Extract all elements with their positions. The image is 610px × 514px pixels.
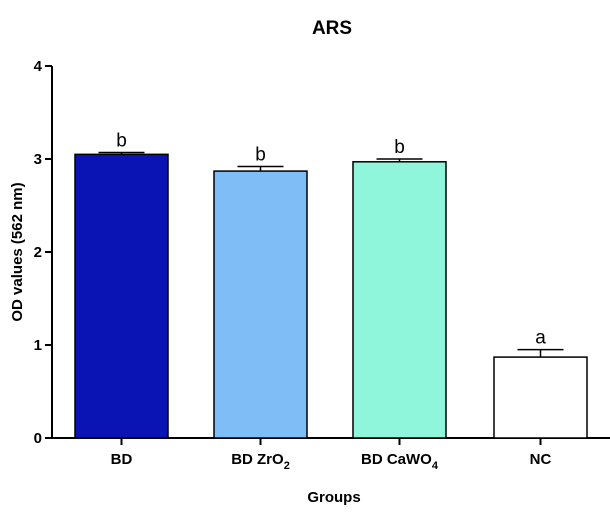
chart-title: ARS [312,18,352,39]
x-tick-label-main: NC [530,451,552,468]
y-tick-label: 0 [34,430,42,447]
x-tick-label-main: BD CaWO [361,451,432,468]
bar [74,153,169,439]
x-tick-label: BD [111,451,133,468]
x-tick-label: BD CaWO4 [361,451,439,472]
x-tick-label: BD ZrO2 [231,451,290,472]
bar [493,356,588,439]
significance-label: b [116,130,127,151]
x-axis-label: Groups [307,489,360,506]
bar [213,170,308,439]
significance-label: b [255,144,266,165]
x-tick-label-main: BD [111,451,133,468]
y-axis-label: OD values (562 nm) [9,182,26,321]
bar [352,161,447,439]
y-tick-label: 4 [34,58,43,75]
y-tick-label: 2 [34,244,42,261]
x-tick-label-subscript: 2 [284,460,290,472]
x-tick-label: NC [530,451,552,468]
x-tick-label-main: BD ZrO [231,451,284,468]
significance-label: a [535,328,546,349]
x-tick-label-subscript: 4 [432,460,439,472]
y-tick-label: 3 [34,151,42,168]
y-tick-label: 1 [34,337,42,354]
significance-label: b [394,137,405,158]
